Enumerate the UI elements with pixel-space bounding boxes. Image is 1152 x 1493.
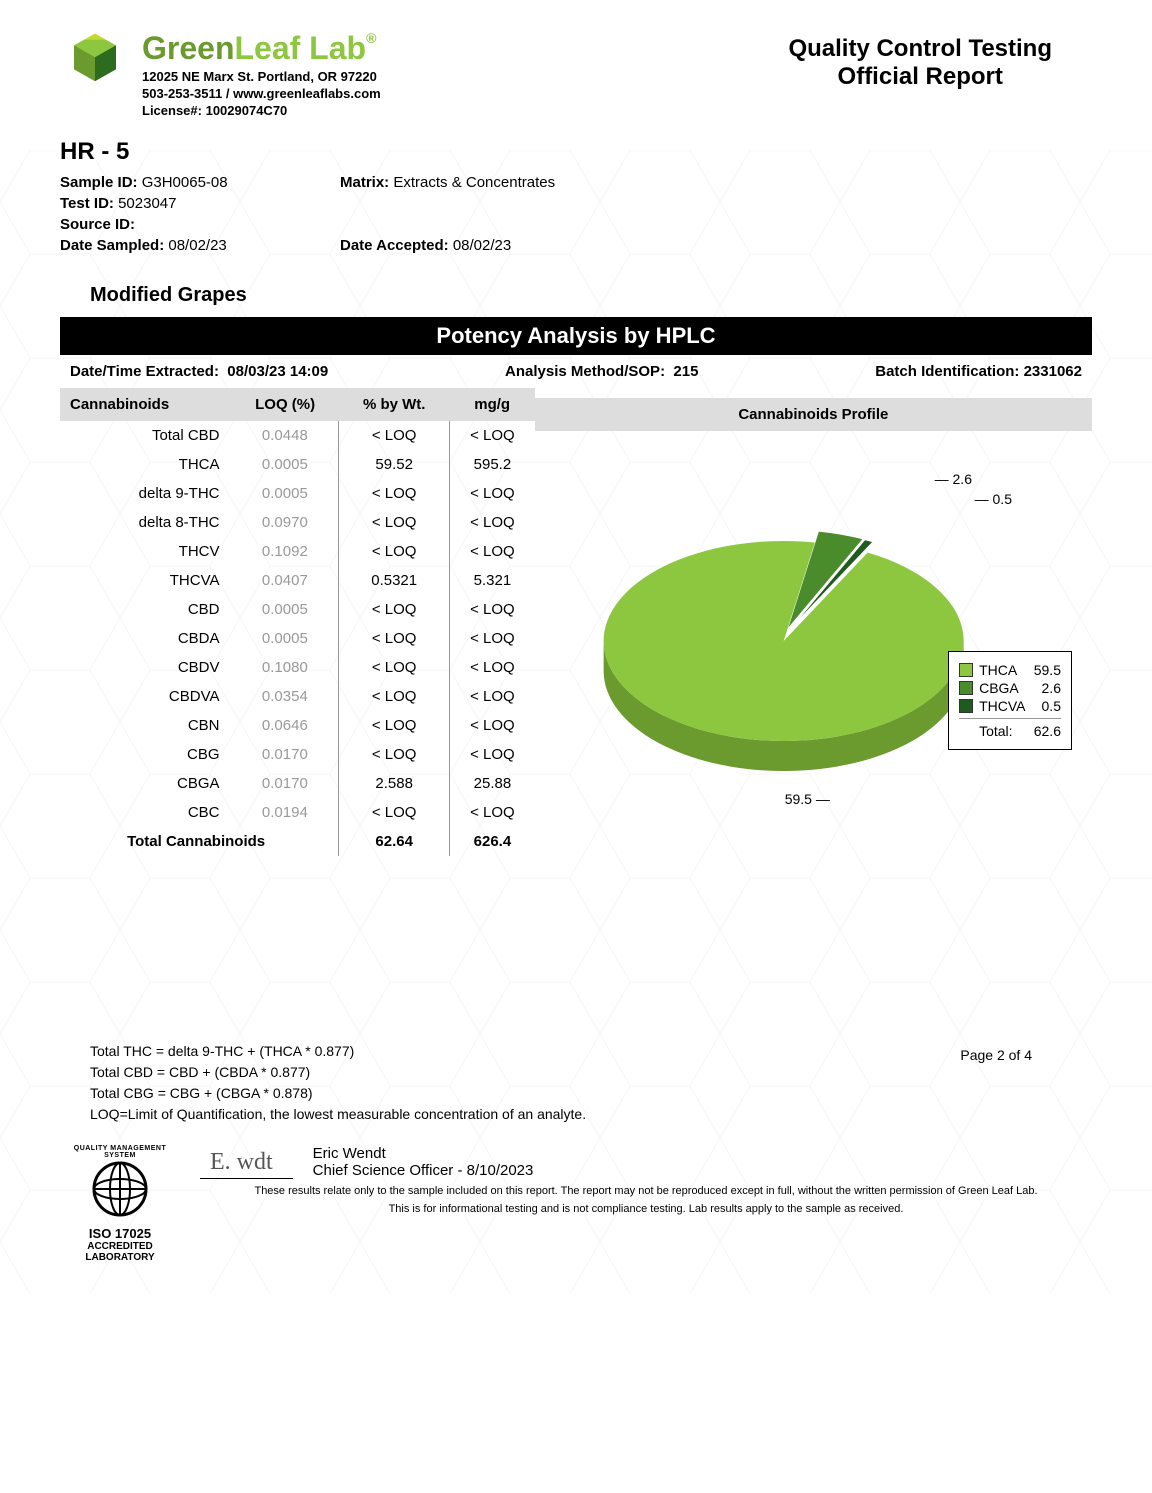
- table-row: CBG0.0170< LOQ< LOQ: [60, 740, 535, 769]
- sample-meta: HR - 5 Sample ID: G3H0065-08 Matrix: Ext…: [60, 138, 1092, 254]
- cannabinoid-table: Cannabinoids LOQ (%) % by Wt. mg/g Total…: [60, 388, 535, 856]
- th-name: Cannabinoids: [60, 388, 232, 421]
- th-mg: mg/g: [450, 388, 535, 421]
- chart-legend: THCA59.5CBGA2.6THCVA0.5 Total: 62.6: [948, 651, 1072, 750]
- table-row: Total CBD0.0448< LOQ< LOQ: [60, 421, 535, 450]
- table-row: CBN0.0646< LOQ< LOQ: [60, 711, 535, 740]
- company-name: GreenLeaf Lab®: [142, 30, 381, 67]
- th-wt: % by Wt.: [339, 388, 450, 421]
- th-loq: LOQ (%): [232, 388, 339, 421]
- company-address: 12025 NE Marx St. Portland, OR 97220: [142, 69, 381, 84]
- table-total-row: Total Cannabinoids62.64626.4: [60, 827, 535, 856]
- signature-block: QUALITY MANAGEMENT SYSTEM ISO 17025 ACCR…: [60, 1145, 1092, 1263]
- iso-badge: QUALITY MANAGEMENT SYSTEM ISO 17025 ACCR…: [60, 1145, 180, 1263]
- pie-chart: 59.5 — — 2.6 — 0.5 THCA59.5CBGA2.6THCVA0…: [555, 441, 1072, 841]
- signer-title: Chief Science Officer - 8/10/2023: [313, 1162, 534, 1179]
- table-row: CBC0.0194< LOQ< LOQ: [60, 798, 535, 827]
- report-title: Quality Control Testing Official Report: [788, 35, 1052, 91]
- signature-icon: E. wdt: [200, 1149, 293, 1179]
- company-logo-icon: [60, 30, 130, 100]
- table-row: CBDVA0.0354< LOQ< LOQ: [60, 682, 535, 711]
- table-row: CBD0.0005< LOQ< LOQ: [60, 595, 535, 624]
- company-phone: 503-253-3511 / www.greenleaflabs.com: [142, 86, 381, 101]
- footnotes: Total THC = delta 9-THC + (THCA * 0.877)…: [90, 1041, 1092, 1125]
- table-row: CBGA0.01702.58825.88: [60, 769, 535, 798]
- callout-2: — 2.6: [935, 471, 972, 487]
- strain-name: Modified Grapes: [90, 284, 1092, 307]
- table-row: delta 9-THC0.0005< LOQ< LOQ: [60, 479, 535, 508]
- signer-name: Eric Wendt: [313, 1145, 534, 1162]
- callout-main: 59.5 —: [785, 791, 830, 807]
- hr-code: HR - 5: [60, 138, 1092, 166]
- section-title: Potency Analysis by HPLC: [60, 317, 1092, 355]
- callout-3: — 0.5: [975, 491, 1012, 507]
- disclaimer-1: These results relate only to the sample …: [200, 1185, 1092, 1197]
- globe-icon: [90, 1159, 150, 1219]
- table-row: THCVA0.04070.53215.321: [60, 566, 535, 595]
- table-row: CBDV0.1080< LOQ< LOQ: [60, 653, 535, 682]
- table-row: THCV0.1092< LOQ< LOQ: [60, 537, 535, 566]
- section-info: Date/Time Extracted: 08/03/23 14:09 Anal…: [60, 355, 1092, 388]
- page-number: Page 2 of 4: [960, 1047, 1032, 1063]
- chart-title: Cannabinoids Profile: [535, 398, 1092, 431]
- disclaimer-2: This is for informational testing and is…: [200, 1203, 1092, 1215]
- company-license: License#: 10029074C70: [142, 103, 381, 118]
- table-row: CBDA0.0005< LOQ< LOQ: [60, 624, 535, 653]
- report-header: GreenLeaf Lab® 12025 NE Marx St. Portlan…: [60, 30, 1092, 118]
- table-row: delta 8-THC0.0970< LOQ< LOQ: [60, 508, 535, 537]
- table-row: THCA0.000559.52595.2: [60, 450, 535, 479]
